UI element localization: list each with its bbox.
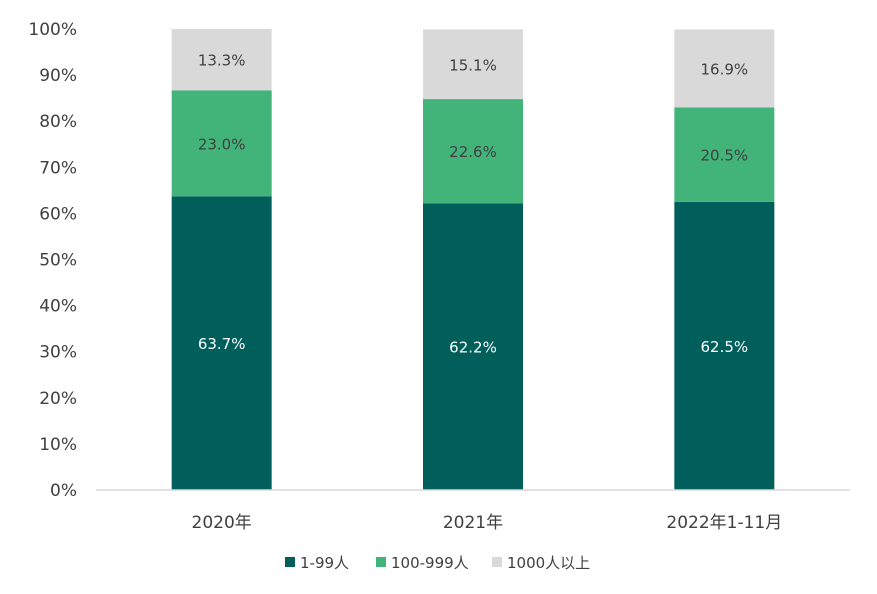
- data-label: 62.2%: [449, 339, 497, 357]
- y-tick-label: 0%: [50, 481, 77, 501]
- y-tick-label: 100%: [28, 20, 77, 40]
- data-label: 15.1%: [449, 56, 497, 74]
- bar-segment: [171, 196, 272, 490]
- x-category-label: 2022年1-11月: [666, 513, 782, 533]
- legend-swatch: [285, 557, 295, 567]
- bar-segment: [171, 90, 272, 197]
- data-label: 13.3%: [198, 52, 246, 70]
- legend-label: 1-99人: [300, 554, 349, 572]
- bar-segment: [171, 29, 272, 91]
- y-tick-label: 30%: [39, 343, 77, 363]
- legend-label: 100-999人: [391, 554, 469, 572]
- data-label: 22.6%: [449, 143, 497, 161]
- data-label: 16.9%: [701, 60, 749, 78]
- bar-segment: [674, 107, 775, 202]
- data-label: 20.5%: [701, 147, 749, 165]
- bar-segment: [423, 99, 523, 204]
- y-tick-label: 20%: [39, 389, 77, 409]
- data-label: 63.7%: [198, 335, 246, 353]
- x-category-label: 2020年: [192, 513, 252, 533]
- y-tick-label: 50%: [39, 251, 77, 271]
- y-tick-label: 10%: [39, 435, 77, 455]
- y-tick-label: 70%: [39, 158, 77, 178]
- bar-segment: [423, 29, 523, 100]
- data-label: 23.0%: [198, 135, 246, 153]
- legend-swatch: [376, 557, 386, 567]
- y-tick-label: 90%: [39, 66, 77, 86]
- bar-segment: [674, 201, 775, 490]
- legend-swatch: [492, 557, 502, 567]
- bar-segment: [423, 203, 523, 490]
- x-category-label: 2021年: [443, 513, 503, 533]
- y-tick-label: 80%: [39, 112, 77, 132]
- bar-segment: [674, 29, 775, 108]
- y-tick-label: 40%: [39, 297, 77, 317]
- data-label: 62.5%: [701, 338, 749, 356]
- legend-label: 1000人以上: [507, 554, 590, 572]
- y-tick-label: 60%: [39, 204, 77, 224]
